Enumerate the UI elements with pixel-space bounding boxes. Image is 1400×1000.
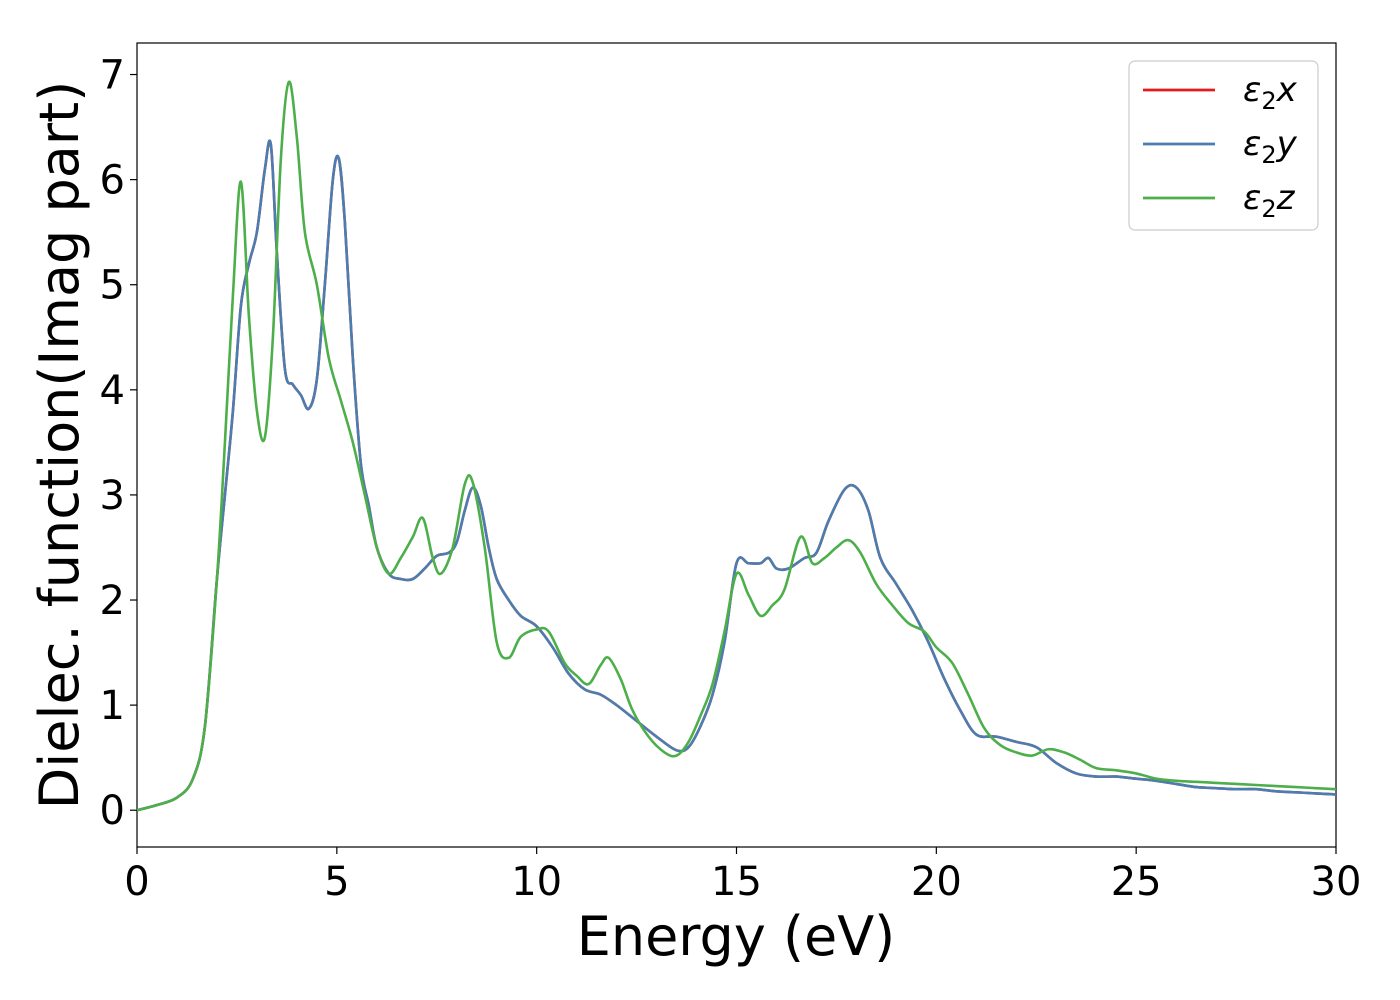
x-tick-label: 10 <box>511 859 562 905</box>
x-tick-label: 25 <box>1111 859 1162 905</box>
y-tick-label: 6 <box>100 158 125 204</box>
y-tick-label: 4 <box>100 368 125 414</box>
x-tick-label: 0 <box>124 859 149 905</box>
x-tick-label: 5 <box>324 859 349 905</box>
legend-label-x: ε2x <box>1243 70 1298 115</box>
x-axis-ticks: 0 5 10 15 20 25 30 <box>124 847 1361 905</box>
series-lines <box>136 80 1337 812</box>
series-line-x <box>136 139 1337 812</box>
y-tick-label: 5 <box>100 263 125 309</box>
legend-label-z: ε2z <box>1243 178 1296 223</box>
x-axis-title: Energy (eV) <box>577 905 896 968</box>
y-tick-label: 2 <box>100 578 125 624</box>
y-tick-label: 0 <box>100 788 125 834</box>
y-tick-label: 1 <box>100 683 125 729</box>
x-tick-label: 15 <box>711 859 762 905</box>
y-axis-ticks: 0 1 2 3 4 5 6 7 <box>100 53 137 834</box>
series-line-y <box>136 139 1337 812</box>
x-tick-label: 20 <box>911 859 962 905</box>
y-tick-label: 7 <box>100 53 125 99</box>
legend-label-y: ε2y <box>1243 124 1298 169</box>
x-tick-label: 30 <box>1311 859 1362 905</box>
legend-box <box>1128 60 1319 231</box>
legend: ε2x ε2y ε2z <box>1128 60 1319 231</box>
y-tick-label: 3 <box>100 473 125 519</box>
series-line-z <box>136 80 1337 812</box>
y-axis-title: Dielec. function(Imag part) <box>28 81 91 810</box>
